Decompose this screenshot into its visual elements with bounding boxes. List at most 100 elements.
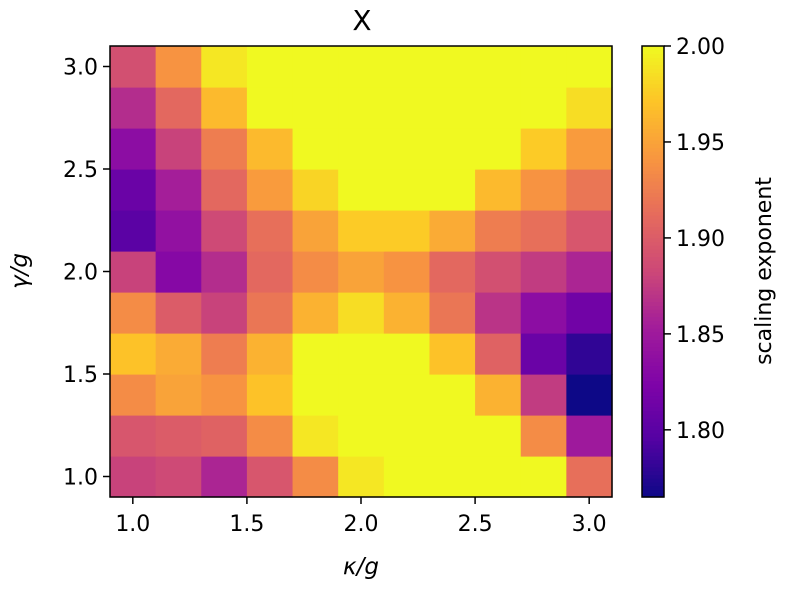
colorbar-segment — [642, 94, 664, 100]
heatmap-cell — [292, 456, 339, 498]
colorbar-segment — [642, 489, 664, 494]
colorbar-segment — [642, 57, 664, 62]
colorbar-segment — [642, 403, 664, 408]
colorbar-segment — [642, 260, 664, 265]
colorbar-segment — [642, 493, 664, 498]
colorbar-segment — [642, 290, 664, 295]
colorbar-segment — [642, 113, 664, 119]
heatmap-cell — [292, 128, 339, 170]
colorbar-segment — [642, 252, 664, 258]
heatmap-cell — [201, 333, 248, 375]
colorbar — [642, 46, 664, 498]
heatmap-cell — [429, 456, 476, 498]
colorbar-segment — [642, 188, 664, 194]
heatmap-cell — [201, 46, 248, 88]
heatmap-cell — [520, 210, 567, 252]
colorbar-segment — [642, 271, 664, 276]
colorbar-segment — [642, 365, 664, 370]
heatmap-cell — [520, 128, 567, 170]
colorbar-segment — [642, 192, 664, 197]
colorbar-ticks: 1.80 1.85 1.90 1.95 2.00 — [664, 35, 725, 444]
colorbar-segment — [642, 170, 664, 175]
heatmap-cell — [155, 251, 202, 293]
colorbar-segment — [642, 320, 664, 325]
x-axis-label: κ/g — [343, 554, 379, 580]
colorbar-segment — [642, 207, 664, 212]
heatmap-cell — [292, 292, 339, 334]
heatmap-cell — [155, 292, 202, 334]
colorbar-segment — [642, 455, 664, 461]
heatmap-cell — [338, 292, 385, 334]
heatmap-cell — [155, 210, 202, 252]
colorbar-tick-label: 2.00 — [676, 35, 725, 60]
heatmap-cell — [246, 210, 294, 252]
heatmap-cell — [246, 456, 294, 498]
heatmap-cell — [110, 128, 157, 170]
colorbar-segment — [642, 451, 664, 457]
colorbar-segment — [642, 470, 664, 476]
heatmap-cell — [520, 169, 567, 211]
colorbar-segment — [642, 196, 664, 201]
heatmap-cell — [201, 374, 248, 416]
colorbar-tick-label: 1.85 — [676, 323, 725, 348]
colorbar-segment — [642, 117, 664, 122]
colorbar-tick-label: 1.80 — [676, 419, 725, 444]
colorbar-segment — [642, 485, 664, 491]
heatmap-cell — [338, 128, 385, 170]
heatmap-cell — [338, 251, 385, 293]
heatmap-cell — [155, 169, 202, 211]
colorbar-segment — [642, 124, 664, 130]
colorbar-segment — [642, 158, 664, 164]
heatmap-cell — [246, 128, 294, 170]
colorbar-segment — [642, 76, 664, 81]
heatmap-cell — [201, 169, 248, 211]
colorbar-segment — [642, 478, 664, 483]
colorbar-segment — [642, 91, 664, 96]
heatmap-cell — [246, 292, 294, 334]
heatmap-cell — [475, 169, 522, 211]
heatmap-cell — [292, 374, 339, 416]
heatmap-cell — [566, 292, 613, 334]
colorbar-segment — [642, 339, 664, 344]
colorbar-segment — [642, 263, 664, 269]
colorbar-segment — [642, 466, 664, 472]
colorbar-segment — [642, 177, 664, 182]
heatmap-cell — [110, 169, 157, 211]
colorbar-segment — [642, 294, 664, 299]
colorbar-segment — [642, 399, 664, 404]
heatmap-cell — [110, 251, 157, 293]
heatmap-cell — [429, 333, 476, 375]
colorbar-segment — [642, 481, 664, 487]
colorbar-segment — [642, 222, 664, 227]
heatmap-cell — [155, 46, 202, 88]
colorbar-segment — [642, 98, 664, 103]
heatmap-cell — [246, 87, 294, 129]
colorbar-segment — [642, 200, 664, 205]
colorbar-segment — [642, 68, 664, 73]
colorbar-segment — [642, 388, 664, 393]
heatmap-cell — [292, 169, 339, 211]
colorbar-segment — [642, 203, 664, 209]
y-tick-label: 2.5 — [63, 158, 98, 183]
heatmap-cell — [475, 374, 522, 416]
colorbar-frame — [641, 45, 665, 498]
colorbar-segment — [642, 72, 664, 77]
colorbar-segment — [642, 372, 664, 378]
colorbar-segment — [642, 185, 664, 190]
colorbar-segment — [642, 429, 664, 434]
colorbar-segment — [642, 128, 664, 134]
colorbar-segment — [642, 226, 664, 231]
colorbar-segment — [642, 151, 664, 156]
colorbar-segment — [642, 316, 664, 321]
heatmap-cell — [201, 210, 248, 252]
colorbar-segment — [642, 342, 664, 348]
heatmap-cell — [475, 128, 522, 170]
colorbar-segment — [642, 418, 664, 423]
heatmap-cell — [201, 87, 248, 129]
heatmap-cell — [292, 87, 339, 129]
heatmap-cell — [475, 210, 522, 252]
heatmap-cell — [155, 415, 202, 457]
heatmap-cell — [338, 415, 385, 457]
heatmap-cell — [338, 374, 385, 416]
colorbar-segment — [642, 241, 664, 246]
